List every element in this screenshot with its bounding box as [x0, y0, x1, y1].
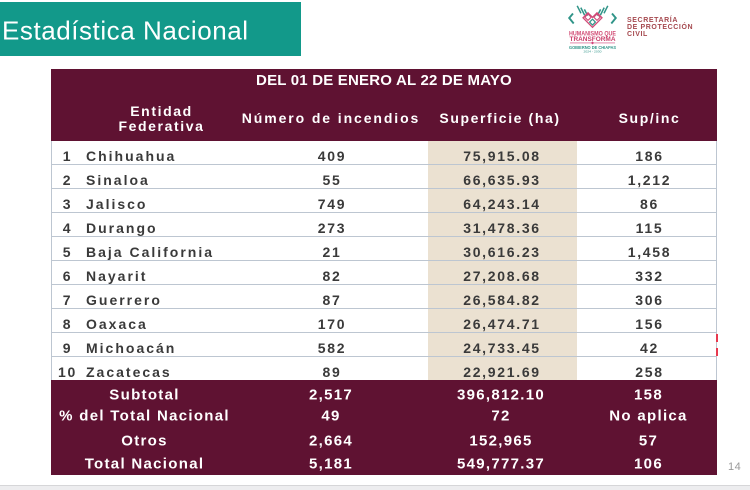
svg-text:GOBIERNO DE CHIAPAS: GOBIERNO DE CHIAPAS	[569, 45, 616, 50]
svg-text:HUMANISMO QUE: HUMANISMO QUE	[569, 31, 616, 37]
svg-text:TRANSFORMA: TRANSFORMA	[570, 36, 616, 43]
svg-text:2024 - 2030: 2024 - 2030	[584, 50, 602, 54]
